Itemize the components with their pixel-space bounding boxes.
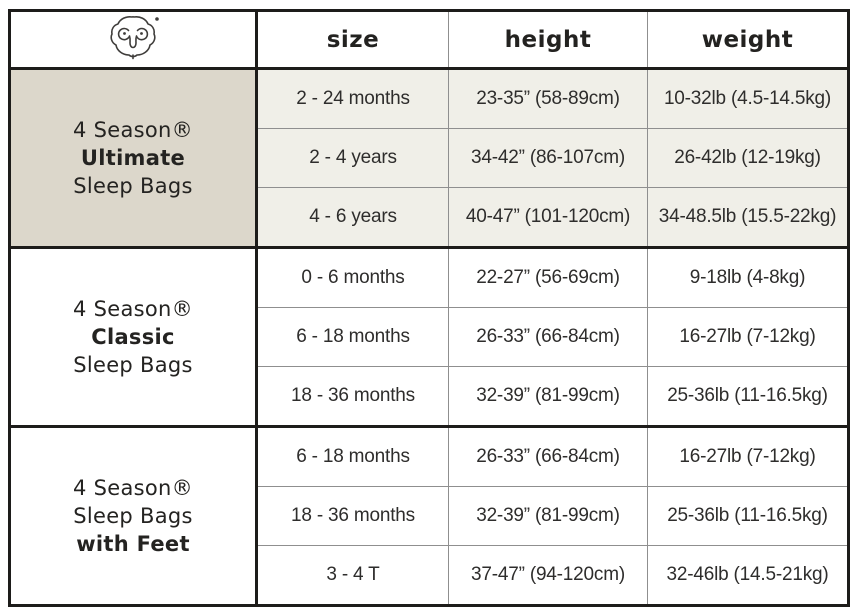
group-label-line: Sleep Bags	[73, 353, 193, 377]
size-cell: 3 - 4 T	[256, 545, 449, 606]
table-row: 2 - 4 years 34-42” (86-107cm) 26-42lb (12-…	[10, 128, 849, 188]
weight-cell: 25-36lb (11-16.5kg)	[647, 366, 849, 427]
header-row: size height weight	[9, 10, 849, 69]
weight-cell: 32-46lb (14.5-21kg)	[647, 545, 849, 606]
table-row: 3 - 4 T 37-47” (94-120cm) 32-46lb (14.5-21…	[10, 545, 849, 606]
size-chart: size height weight 4 Season® Ultimate Slee…	[8, 9, 850, 607]
group-label: 4 Season® Ultimate Sleep Bags	[9, 68, 258, 248]
height-cell: 26-33” (66-84cm)	[448, 307, 648, 367]
product-group-1: 4 Season® Ultimate Sleep Bags 2 - 24 months…	[9, 68, 849, 248]
group-label-line: Classic	[91, 325, 175, 349]
weight-cell: 34-48.5lb (15.5-22kg)	[647, 187, 849, 248]
height-cell: 22-27” (56-69cm)	[448, 247, 648, 308]
group-label-line: 4 Season®	[73, 118, 193, 142]
size-cell: 18 - 36 months	[256, 366, 449, 427]
logo-cell	[9, 10, 258, 69]
weight-cell: 9-18lb (4-8kg)	[647, 247, 849, 308]
group-label-line: with Feet	[76, 532, 190, 556]
size-cell: 2 - 4 years	[256, 128, 449, 188]
weight-cell: 10-32lb (4.5-14.5kg)	[647, 68, 849, 129]
table-row: 4 Season® Sleep Bags with Feet 6 - 18 month…	[9, 426, 849, 606]
size-cell: 0 - 6 months	[256, 247, 449, 308]
group-label-line: Ultimate	[80, 146, 186, 170]
group-label: 4 Season® Classic Sleep Bags	[9, 247, 258, 427]
lamb-face-logo-icon	[102, 13, 164, 61]
height-cell: 32-39” (81-99cm)	[448, 366, 648, 427]
group-label-line: Sleep Bags	[73, 174, 193, 198]
table-row: 6 - 18 months 26-33” (66-84cm) 16-27lb (7-…	[10, 307, 849, 367]
registered-trademark-dot	[155, 16, 159, 21]
size-cell: 2 - 24 months	[256, 68, 449, 129]
table-row: 4 - 6 years 40-47” (101-120cm) 34-48.5lb (…	[10, 187, 849, 248]
group-label-line: 4 Season®	[73, 476, 193, 500]
weight-cell: 16-27lb (7-12kg)	[647, 426, 849, 487]
size-cell: 6 - 18 months	[256, 426, 449, 487]
table-row: 18 - 36 months 32-39” (81-99cm) 25-36lb (1…	[10, 486, 849, 546]
size-cell: 6 - 18 months	[256, 307, 449, 367]
height-cell: 32-39” (81-99cm)	[448, 486, 648, 546]
column-header-size: size	[256, 10, 449, 69]
size-table: size height weight 4 Season® Ultimate Slee…	[8, 9, 850, 607]
weight-cell: 25-36lb (11-16.5kg)	[647, 486, 849, 546]
group-label: 4 Season® Sleep Bags with Feet	[9, 426, 258, 606]
table-row: 4 Season® Classic Sleep Bags 0 - 6 months 22…	[9, 247, 849, 427]
group-label-line: Sleep Bags	[73, 504, 193, 528]
product-group-2: 4 Season® Classic Sleep Bags 0 - 6 months 22…	[9, 247, 849, 427]
weight-cell: 26-42lb (12-19kg)	[647, 128, 849, 188]
size-cell: 18 - 36 months	[256, 486, 449, 546]
column-header-weight: weight	[647, 10, 849, 69]
product-group-3: 4 Season® Sleep Bags with Feet 6 - 18 month…	[9, 426, 849, 606]
table-header: size height weight	[9, 10, 849, 69]
table-row: 18 - 36 months 32-39” (81-99cm) 25-36lb (1…	[10, 366, 849, 427]
height-cell: 34-42” (86-107cm)	[448, 128, 648, 188]
size-cell: 4 - 6 years	[256, 187, 449, 248]
column-header-height: height	[448, 10, 648, 69]
height-cell: 26-33” (66-84cm)	[448, 426, 648, 487]
table-row: 4 Season® Ultimate Sleep Bags 2 - 24 months…	[9, 68, 849, 248]
group-label-line: 4 Season®	[73, 297, 193, 321]
weight-cell: 16-27lb (7-12kg)	[647, 307, 849, 367]
height-cell: 23-35” (58-89cm)	[448, 68, 648, 129]
height-cell: 37-47” (94-120cm)	[448, 545, 648, 606]
height-cell: 40-47” (101-120cm)	[448, 187, 648, 248]
